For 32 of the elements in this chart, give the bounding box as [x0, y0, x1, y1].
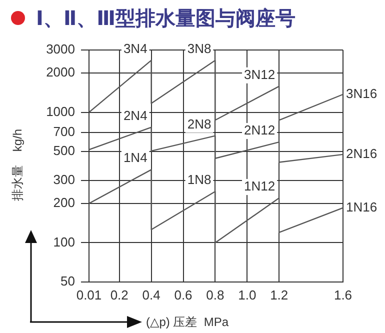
annotation: 1N12 [244, 178, 276, 194]
y-tick-label: 700 [53, 124, 75, 140]
annotation: 1N4 [123, 150, 148, 166]
y-tick-label: 300 [53, 172, 75, 188]
y-tick-label: 1000 [46, 104, 75, 119]
y-axis-title: 排水量 kg/h [10, 128, 26, 202]
x-tick-label: 0.2 [110, 287, 128, 302]
y-tick-label: 3000 [46, 42, 75, 57]
annotation: 3N16 [346, 86, 378, 101]
chart-title: Ⅰ、Ⅱ、Ⅲ型排水量图与阀座号 [36, 6, 296, 32]
annotation: 2N4 [123, 108, 148, 123]
y-tick-label: 500 [53, 143, 75, 158]
x-tick-label: 0.01 [76, 287, 102, 302]
x-tick-label: 1.2 [270, 287, 288, 302]
x-tick-label: 1.0 [238, 287, 256, 302]
annotation: 3N8 [187, 40, 212, 56]
x-tick-label: 0.6 [174, 287, 192, 302]
annotation: 2N12 [244, 122, 276, 138]
x-tick-label: 1.6 [334, 287, 352, 302]
y-tick-label: 50 [60, 274, 75, 289]
x-axis-title: (△p) 压差 MPa [146, 314, 229, 331]
annotation: 3N12 [244, 66, 276, 82]
y-tick-label: 200 [53, 195, 75, 210]
annotation: 3N4 [123, 40, 148, 56]
annotation: 2N8 [187, 116, 212, 132]
annotation: 1N8 [187, 172, 212, 188]
annotation: 2N16 [346, 146, 378, 162]
y-tick-label: 2000 [46, 64, 75, 80]
x-tick-label: 0.4 [142, 287, 160, 302]
x-tick-label: 0.8 [206, 287, 224, 302]
y-tick-label: 100 [53, 234, 75, 250]
annotation: 1N16 [346, 199, 378, 214]
